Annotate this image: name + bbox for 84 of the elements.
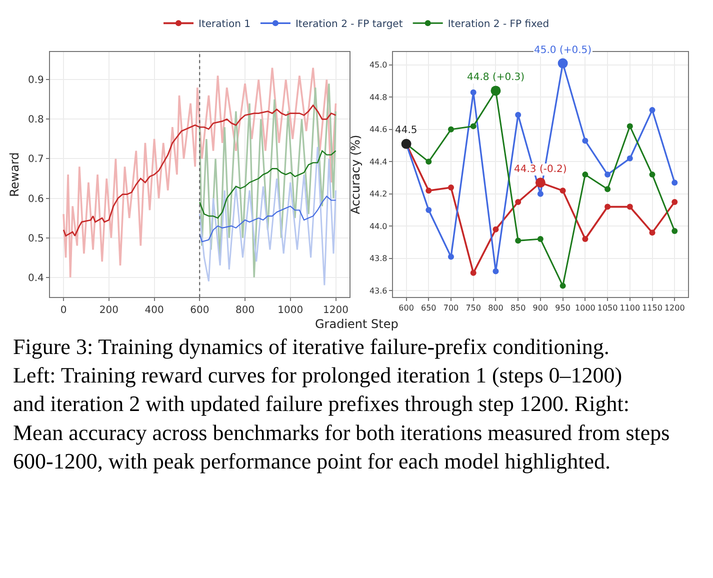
- x-tick-label: 1200: [664, 304, 685, 313]
- x-tick-label: 650: [421, 304, 436, 313]
- x-tick-label: 850: [510, 304, 526, 313]
- point: [626, 155, 633, 162]
- x-tick-label: 1150: [642, 304, 662, 313]
- legend-label: Iteration 1: [198, 19, 250, 30]
- y-tick-label: 44.4: [369, 157, 388, 166]
- x-tick-label: 1000: [575, 304, 596, 313]
- point: [560, 282, 566, 289]
- point: [515, 238, 522, 244]
- annotation: 44.8 (+0.3): [467, 72, 525, 83]
- y-tick-label: 0.5: [28, 233, 44, 244]
- x-tick-label: 0: [60, 305, 67, 316]
- line-series: [199, 150, 336, 219]
- point: [515, 112, 522, 118]
- point: [604, 204, 611, 210]
- x-tick-label: 700: [443, 304, 459, 313]
- y-tick-label: 0.4: [28, 272, 44, 284]
- line-series: [199, 196, 336, 242]
- point: [672, 180, 678, 186]
- point: [626, 204, 633, 210]
- point: [470, 89, 476, 96]
- x-tick-label: 600: [398, 304, 414, 313]
- point: [537, 190, 544, 197]
- y-tick-label: 0.8: [28, 114, 44, 126]
- y-tick-label: 44.6: [369, 125, 388, 134]
- y-tick-label: 44.2: [369, 190, 388, 199]
- x-tick-label: 1000: [278, 305, 304, 316]
- caption: Figure 3: Training dynamics of iterative failure-prefix conditioning. Left: Training reward curves for prolonged iteration 1 (steps 0–1200) and iteration 2 with updated failure prefixes through step 1200. Right: Mean accuracy across benchmarks for both iterations measured from steps 600-1200, with peak performance point for each model highlighted.: [13, 334, 670, 474]
- x-tick-label: 400: [144, 305, 164, 316]
- point: [537, 236, 544, 242]
- point: [649, 107, 656, 114]
- point: [448, 126, 454, 132]
- y-tick-label: 0.6: [28, 194, 44, 205]
- point: [448, 254, 454, 260]
- point: [426, 188, 432, 194]
- point: [604, 186, 611, 192]
- y-tick-label: 0.7: [28, 154, 44, 166]
- point: [582, 236, 588, 242]
- line-series: [198, 82, 337, 278]
- y-tick-label: 0.9: [28, 75, 44, 86]
- point: [515, 198, 522, 205]
- annotation: 45.0 (+0.5): [534, 45, 592, 56]
- x-tick-label: 200: [99, 305, 118, 316]
- point: [582, 138, 588, 144]
- x-tick-label: 600: [190, 305, 210, 316]
- y-tick-label: 45.0: [369, 60, 388, 70]
- point: [426, 158, 432, 165]
- x-tick-label: 750: [466, 304, 482, 313]
- point: [470, 123, 476, 130]
- x-tick-label: 800: [235, 305, 255, 316]
- x-tick-label: 950: [555, 304, 570, 313]
- y-tick-label: 43.8: [369, 254, 388, 264]
- point: [448, 184, 454, 190]
- legend-label: Iteration 2 - FP fixed: [448, 19, 550, 30]
- x-tick-label: 1200: [323, 305, 348, 316]
- y-axis-title: Reward: [7, 152, 22, 197]
- annotation: 44.5: [395, 125, 418, 136]
- point: [649, 172, 656, 178]
- point: [672, 198, 678, 205]
- x-tick-label: 900: [532, 304, 548, 313]
- line-series: [62, 104, 336, 236]
- line-series: [198, 146, 337, 286]
- legend-label: Iteration 2 - FP target: [295, 19, 403, 30]
- annotation: 44.3 (-0.2): [514, 164, 567, 175]
- point: [672, 228, 678, 234]
- y-tick-label: 43.6: [369, 286, 388, 296]
- point: [626, 123, 633, 130]
- point: [582, 172, 588, 178]
- y-axis-title: Accuracy (%): [348, 134, 363, 214]
- y-tick-label: 44.8: [369, 92, 388, 102]
- point: [470, 270, 476, 276]
- point: [492, 268, 499, 274]
- point: [649, 230, 656, 236]
- point: [492, 226, 499, 232]
- point: [426, 207, 432, 214]
- point: [560, 188, 566, 194]
- x-tick-label: 800: [488, 304, 504, 313]
- point: [604, 172, 611, 178]
- line-series: [62, 66, 337, 278]
- x-tick-label: 1050: [597, 304, 618, 313]
- x-tick-label: 1100: [620, 304, 640, 313]
- x-axis-title: Gradient Step: [315, 317, 398, 331]
- y-tick-label: 44.0: [369, 222, 388, 231]
